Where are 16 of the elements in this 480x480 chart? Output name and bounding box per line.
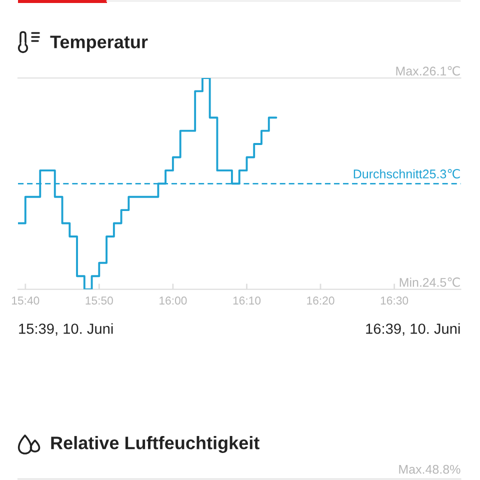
text: Relative Luftfeuchtigkeit — [51, 436, 260, 453]
y-tick-label: 26.1℃ — [422, 66, 460, 76]
annotation: Min. — [400, 278, 422, 287]
x-tick-label: 16:20 — [307, 296, 334, 305]
text: 15:39, 10. Juni — [19, 323, 113, 336]
chart-title: Temperatur — [50, 36, 148, 52]
text: Max.48.8% — [399, 464, 460, 474]
y-tick-label: 24.5℃ — [422, 277, 460, 287]
x-tick-label: 15:40 — [12, 296, 40, 305]
ref-line-label: Durchschnitt25.3℃ — [354, 169, 460, 178]
x-tick-label: 16:10 — [233, 296, 261, 305]
text: 16:39, 10. Juni — [366, 323, 460, 336]
x-tick-label: 15:50 — [86, 296, 113, 305]
text: Max. — [396, 66, 422, 76]
x-tick-label: 16:30 — [380, 296, 408, 305]
x-tick-label: 16:00 — [160, 296, 187, 305]
